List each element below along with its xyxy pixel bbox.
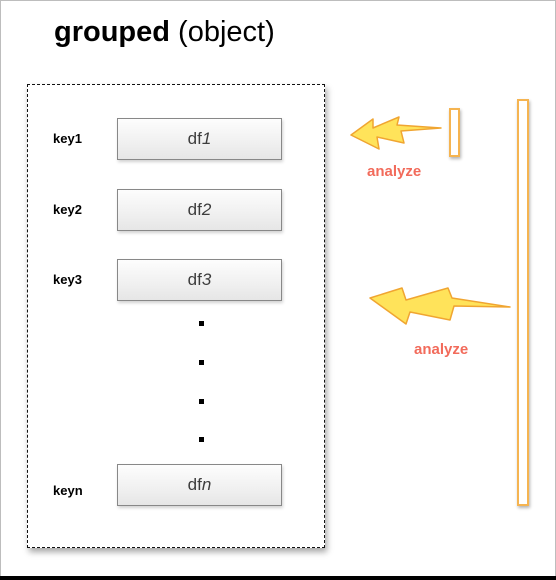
analyze-label-large: analyze [414,341,469,358]
dataframe-index: n [201,475,212,494]
group-dataframe-box: df2 [117,189,282,231]
ellipsis-dot [199,399,204,404]
analyze-label-small: analyze [367,163,422,180]
group-key-label: key1 [53,131,82,146]
ellipsis-dot [199,437,204,442]
analysis-result-bar-small [449,108,460,157]
title-object-type: (object) [170,16,275,48]
group-dataframe-box: df1 [117,118,282,160]
dataframe-prefix: df [187,475,202,494]
dataframe-index: 3 [201,270,212,289]
title-object-name: grouped [54,16,170,48]
ellipsis-dot [199,360,204,365]
group-key-label: key3 [53,272,82,287]
group-key-label: keyn [53,483,83,498]
group-dataframe-box: dfn [117,464,282,506]
lightning-bolt-shape [369,287,511,325]
group-dataframe-box: df3 [117,259,282,301]
ellipsis-dot [199,321,204,326]
dataframe-prefix: df [187,129,202,148]
diagram-title: grouped (object) [54,12,275,52]
lightning-bolt-icon [369,287,511,325]
dataframe-prefix: df [187,270,202,289]
lightning-bolt-shape [350,116,442,150]
dataframe-index: 2 [201,200,212,219]
dataframe-index: 1 [201,129,212,148]
analysis-result-bar-large [517,99,529,506]
bottom-rule [0,576,556,580]
group-key-label: key2 [53,202,82,217]
dataframe-prefix: df [187,200,202,219]
lightning-bolt-icon [350,116,442,150]
